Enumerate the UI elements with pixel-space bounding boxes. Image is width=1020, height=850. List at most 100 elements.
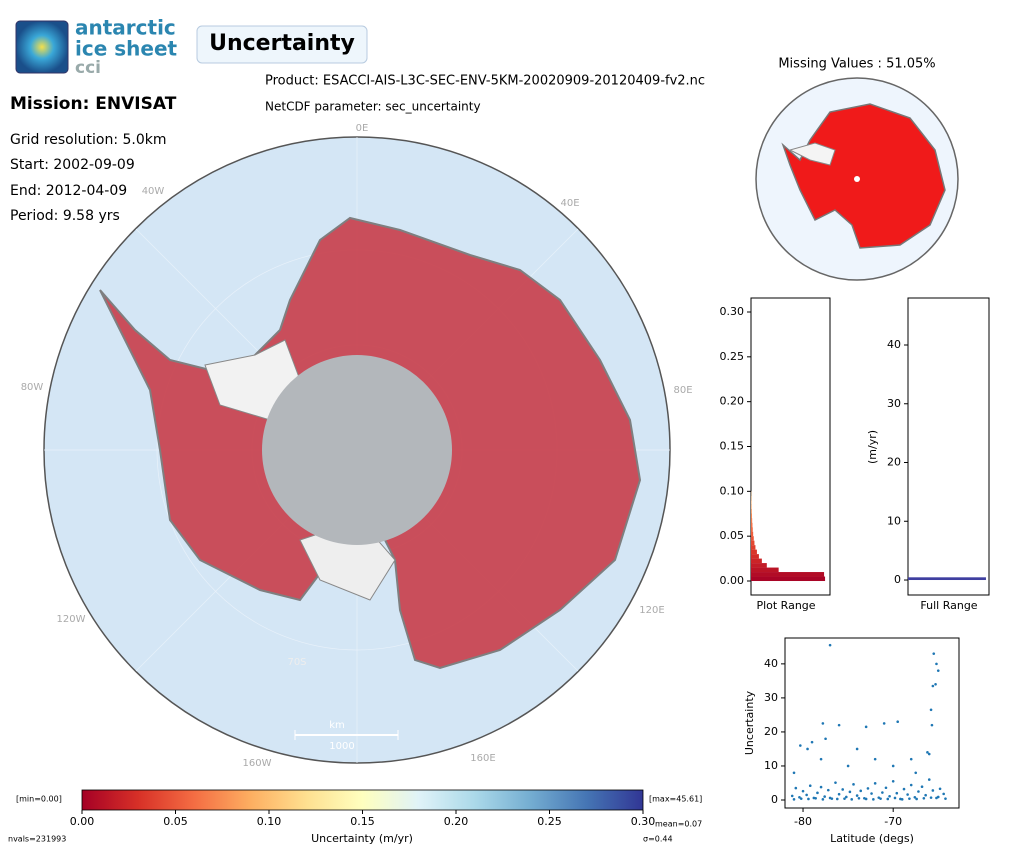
nvals: nvals=231993: [8, 835, 66, 844]
point: [810, 740, 814, 744]
point: [929, 796, 933, 799]
missing-map: [755, 77, 959, 281]
hist-bar: [751, 567, 779, 573]
point: [938, 787, 942, 791]
hist-bar: [751, 563, 767, 568]
point: [893, 796, 897, 800]
lon-label: 0E: [356, 123, 369, 134]
lon-label: 160E: [470, 753, 495, 764]
point: [807, 797, 810, 801]
hist-bar: [751, 518, 753, 523]
point: [930, 723, 934, 727]
plots: 0.00 0.05 0.10 0.15 0.20 0.25 0.30 0 10 20 30 40 0 10…: [720, 305, 986, 828]
point: [841, 788, 844, 791]
tick-label: 0.25: [537, 815, 562, 828]
point: [942, 792, 945, 796]
point: [808, 784, 812, 788]
lat-label: 70S: [287, 657, 306, 668]
point: [909, 757, 913, 761]
y-tick-label: 0.25: [720, 350, 745, 363]
point: [932, 652, 936, 655]
y-tick-label: 30: [764, 691, 778, 704]
point: [931, 684, 935, 688]
point: [855, 794, 859, 797]
x-label: Full Range: [920, 599, 977, 612]
hist-bar: [751, 527, 753, 532]
point: [857, 797, 861, 800]
y-tick-label: 10: [764, 759, 778, 772]
point: [816, 791, 819, 795]
point: [908, 797, 911, 800]
point: [819, 757, 823, 761]
point: [895, 791, 899, 795]
colorbar-max: [max=45.61]: [649, 795, 702, 804]
point: [819, 785, 823, 789]
point: [879, 797, 882, 800]
missing-title: Missing Values : 51.05%: [778, 57, 935, 72]
hist-bar: [908, 577, 986, 581]
point: [891, 764, 895, 768]
hist-bar: [751, 549, 757, 555]
lon-labels: 0E 40E 80E 120E 160E 160W 120W 80W 40W: [21, 123, 693, 769]
scale-value: 1000: [329, 741, 354, 752]
lat-label: 80S: [321, 548, 340, 559]
y-tick-label: 30: [887, 397, 901, 410]
lon-label: 120E: [639, 605, 664, 616]
point: [929, 708, 933, 712]
hist-bar: [751, 540, 755, 546]
point: [837, 792, 841, 796]
colorbar-label: Uncertainty (m/yr): [311, 832, 413, 845]
point: [886, 797, 890, 801]
point: [926, 751, 929, 754]
info-line: Grid resolution: 5.0km: [10, 132, 167, 148]
mean: mean=0.07: [655, 820, 702, 829]
hist-bar: [751, 531, 754, 537]
point: [920, 785, 924, 789]
point: [805, 793, 808, 797]
lon-label: 80E: [673, 385, 692, 396]
point: [927, 778, 931, 781]
y-label: Uncertainty: [743, 690, 756, 755]
colorbar-ticks: 0.00 0.05 0.10 0.15 0.20 0.25 0.30: [70, 810, 655, 828]
info-line: End: 2012-04-09: [10, 183, 127, 199]
tick-label: 0.15: [350, 815, 375, 828]
lon-label: 40E: [560, 198, 579, 209]
x-tick-label: -70: [884, 815, 902, 828]
point: [896, 720, 899, 724]
point: [852, 783, 855, 786]
y-tick-label: 20: [887, 456, 901, 469]
point: [888, 794, 891, 798]
point: [913, 795, 917, 799]
point: [902, 787, 906, 791]
tick-label: 0.00: [70, 815, 95, 828]
point: [845, 795, 848, 799]
point: [794, 786, 798, 790]
axes-frame: [784, 637, 960, 809]
point: [814, 797, 817, 800]
point: [850, 798, 854, 801]
colorbar: [81, 789, 644, 811]
point: [792, 798, 796, 801]
point: [848, 790, 852, 794]
point: [909, 783, 913, 787]
lon-label: 120W: [57, 614, 86, 625]
point: [944, 797, 947, 800]
point: [914, 771, 918, 775]
point: [806, 747, 809, 751]
point: [792, 771, 796, 775]
y-tick-label: 0.15: [720, 440, 745, 453]
info-line: Period: 9.58 yrs: [10, 208, 120, 224]
y-tick-label: 0.10: [720, 484, 745, 497]
point: [823, 795, 826, 798]
point: [821, 798, 825, 801]
lon-label: 160W: [243, 758, 272, 769]
point: [927, 752, 931, 756]
point: [917, 790, 920, 793]
logo-text: cci: [75, 58, 101, 78]
point: [855, 747, 859, 751]
parameter: NetCDF parameter: sec_uncertainty: [265, 100, 481, 114]
y-tick-label: 0.05: [720, 529, 745, 542]
title-box: [196, 25, 368, 64]
colorbar-min: [min=0.00]: [16, 795, 62, 804]
